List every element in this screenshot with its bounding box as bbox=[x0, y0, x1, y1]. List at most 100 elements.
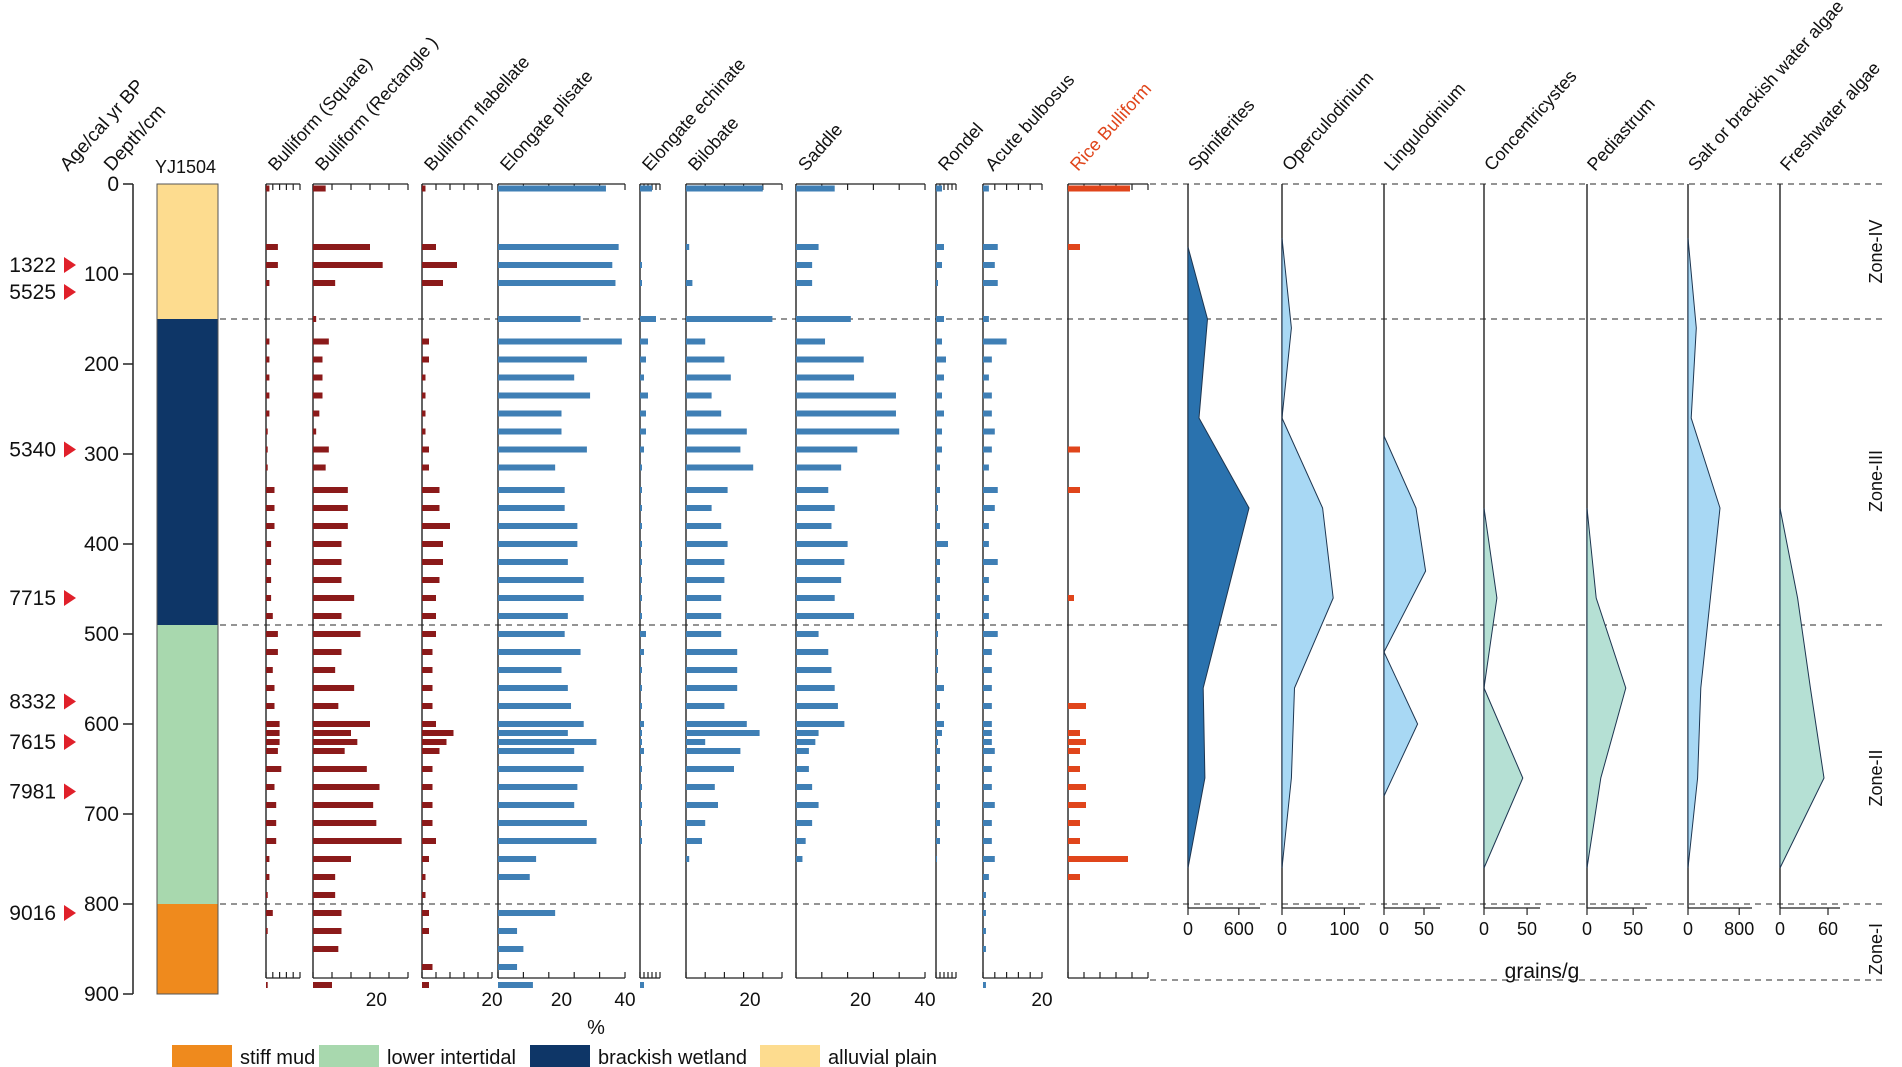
taxon-name: Freshwater algae bbox=[1776, 58, 1884, 175]
phytolith-bar bbox=[313, 721, 370, 727]
phytolith-bar bbox=[983, 892, 986, 898]
phytolith-bar bbox=[936, 784, 940, 790]
phytolith-bar bbox=[266, 505, 275, 511]
phytolith-bar bbox=[498, 505, 565, 511]
phytolith-bar bbox=[266, 649, 278, 655]
lithology-brackish-wetland bbox=[157, 319, 218, 625]
phytolith-bar bbox=[422, 505, 440, 511]
phytolith-bar bbox=[422, 721, 436, 727]
phytolith-bar bbox=[936, 428, 942, 435]
phytolith-bar bbox=[313, 410, 320, 417]
phytolith-bar bbox=[640, 739, 642, 745]
age-label: 5525 bbox=[9, 281, 56, 304]
phytolith-bar bbox=[266, 446, 268, 453]
phytolith-bar bbox=[422, 577, 440, 583]
phytolith-bar bbox=[266, 338, 270, 345]
phytolith-bar bbox=[796, 856, 803, 862]
phytolith-bar bbox=[422, 802, 433, 808]
phytolith-bar bbox=[686, 595, 722, 601]
phytolith-bar bbox=[796, 356, 864, 363]
phytolith-bar bbox=[1068, 595, 1074, 601]
age-label: 7981 bbox=[9, 781, 56, 804]
phytolith-bar bbox=[422, 964, 433, 970]
phytolith-bar bbox=[796, 730, 819, 736]
palynomorph-curve bbox=[1483, 507, 1524, 869]
phytolith-bar bbox=[498, 748, 575, 754]
phytolith-bar bbox=[936, 613, 940, 619]
phytolith-bar bbox=[640, 464, 642, 471]
phytolith-bar bbox=[313, 667, 336, 673]
taxon-tick-label: 20 bbox=[850, 990, 871, 1011]
phytolith-bar bbox=[936, 410, 944, 417]
phytolith-bar bbox=[796, 559, 845, 565]
depth-tick-label: 900 bbox=[84, 983, 119, 1006]
phytolith-bar bbox=[640, 703, 642, 709]
phytolith-bar bbox=[422, 262, 457, 268]
phytolith-bar bbox=[422, 185, 426, 192]
taxon-name: Saddle bbox=[794, 120, 846, 175]
phytolith-bar bbox=[266, 185, 270, 192]
phytolith-bar bbox=[983, 982, 986, 988]
phytolith-bar bbox=[498, 559, 568, 565]
phytolith-bar bbox=[498, 784, 578, 790]
phytolith-bar bbox=[266, 464, 268, 471]
phytolith-bar bbox=[686, 356, 725, 363]
phytolith-bar bbox=[422, 784, 433, 790]
phytolith-bar bbox=[936, 595, 940, 601]
phytolith-bar bbox=[686, 428, 747, 435]
phytolith-bar bbox=[498, 428, 562, 435]
phytolith-bar bbox=[796, 802, 819, 808]
phytolith-bar bbox=[686, 559, 725, 565]
phytolith-bar bbox=[796, 766, 809, 772]
phytolith-bar bbox=[1068, 487, 1080, 493]
phytolith-bar bbox=[266, 392, 270, 399]
phytolith-bar bbox=[422, 338, 429, 345]
phytolith-bar bbox=[640, 410, 646, 417]
phytolith-bar bbox=[1068, 244, 1080, 250]
phytolith-bar bbox=[983, 631, 998, 637]
phytolith-bar bbox=[266, 928, 268, 934]
phytolith-bar bbox=[266, 356, 270, 363]
phytolith-bar bbox=[313, 316, 317, 322]
phytolith-bar bbox=[640, 487, 642, 493]
phytolith-bar bbox=[498, 392, 591, 399]
phytolith-bar bbox=[686, 649, 738, 655]
phytolith-bar bbox=[983, 685, 992, 691]
phytolith-bar bbox=[498, 703, 572, 709]
phytolith-bar bbox=[313, 428, 317, 435]
phytolith-bar bbox=[422, 910, 429, 916]
age-marker-triangle bbox=[64, 783, 76, 800]
phytolith-bar bbox=[313, 982, 332, 988]
phytolith-bar bbox=[936, 631, 938, 637]
phytolith-bar bbox=[983, 374, 989, 381]
phytolith-bar bbox=[983, 464, 989, 471]
phytolith-bar bbox=[686, 523, 722, 529]
phytolith-bar bbox=[313, 577, 342, 583]
phytolith-bar bbox=[796, 464, 842, 471]
phytolith-bar bbox=[498, 649, 581, 655]
phytolith-bar bbox=[983, 410, 992, 417]
phytolith-bar bbox=[313, 928, 342, 934]
phytolith-bar bbox=[422, 730, 454, 736]
age-label: 7715 bbox=[9, 587, 56, 610]
phytolith-bar bbox=[1068, 748, 1080, 754]
phytolith-bar bbox=[936, 703, 940, 709]
taxon-name: Rice Bulliform bbox=[1066, 79, 1155, 175]
phytolith-bar bbox=[266, 730, 280, 736]
phytolith-bar bbox=[983, 820, 992, 826]
phytolith-bar bbox=[640, 505, 642, 511]
phytolith-bar bbox=[1068, 838, 1080, 844]
taxon-name: Lingulodinium bbox=[1380, 79, 1469, 175]
phytolith-bar bbox=[686, 487, 728, 493]
phytolith-bar bbox=[266, 541, 272, 547]
phytolith-bar bbox=[498, 838, 597, 844]
phytolith-bar bbox=[936, 739, 938, 745]
phytolith-bar bbox=[983, 766, 992, 772]
phytolith-bar bbox=[498, 595, 584, 601]
phytolith-bar bbox=[983, 185, 989, 192]
phytolith-bar bbox=[266, 910, 273, 916]
taxon-tick-label: 20 bbox=[551, 990, 572, 1011]
phytolith-bar bbox=[266, 262, 278, 268]
legend-swatch bbox=[172, 1045, 232, 1067]
phytolith-bar bbox=[313, 356, 323, 363]
